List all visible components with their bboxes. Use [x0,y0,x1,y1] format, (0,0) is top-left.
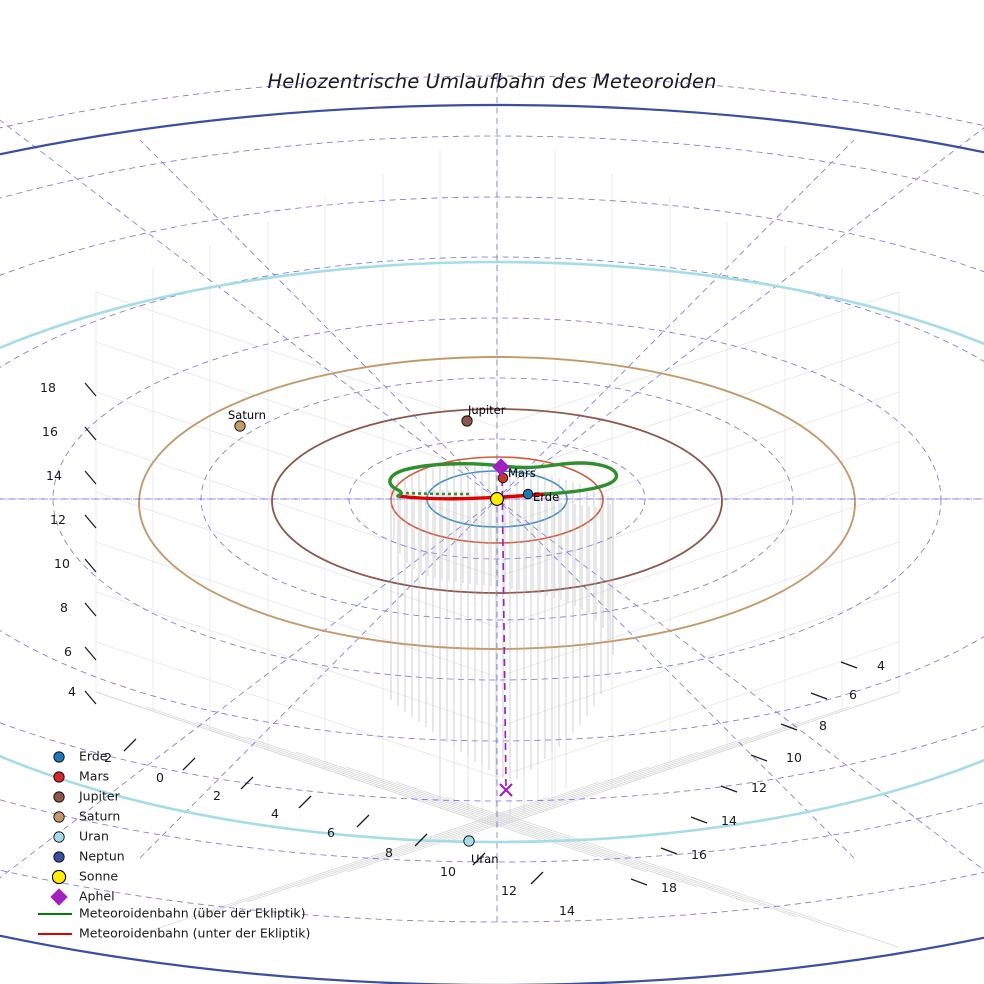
planet-markers [234,415,534,847]
marker-sonne [490,492,504,506]
legend-marker-jupiter-icon [53,791,65,803]
legend-item-sonne[interactable]: Sonne [51,869,118,885]
orbit-saturn [138,356,856,650]
marker-jupiter [461,415,473,427]
orbit-neptun [0,104,984,984]
label-uran: Uran [471,852,498,866]
label-jupiter: Jupiter [467,403,506,417]
tick-left-4: 4 [68,684,76,699]
legend-item-saturn[interactable]: Saturn [53,809,120,824]
label-erde: Erde [533,490,559,504]
tick-left-10: 10 [54,556,70,571]
marker-uran [463,835,475,847]
marker-aphel-projection [499,783,513,797]
tick-br-4: 4 [877,658,885,673]
legend-item-mars[interactable]: Mars [53,769,109,784]
axis-left-labels: 18 16 14 12 10 8 6 4 2 [40,380,112,765]
tick-bl-4: 4 [271,806,279,821]
page-title: Heliozentrische Umlaufbahn des Meteoroid… [267,70,717,93]
tick-left-6: 6 [64,644,72,659]
tick-bl-2: 2 [213,788,221,803]
legend-label-meteoroid-below: Meteoroidenbahn (unter der Ekliptik) [79,926,310,941]
marker-aphel [492,458,510,476]
tick-bl-6: 6 [327,825,335,840]
tick-br-8: 8 [819,718,827,733]
legend-item-meteoroid-below[interactable]: Meteoroidenbahn (unter der Ekliptik) [38,926,310,941]
legend-marker-sonne-icon [51,869,67,885]
legend-marker-mars-icon [53,771,65,783]
marker-saturn [234,420,246,432]
legend-marker-erde-icon [53,751,65,763]
meteoroid-orbit-node-dots [399,491,470,496]
axis-ticks [84,382,858,886]
axis-bottom-left-labels: 0 2 4 6 8 10 12 14 [156,770,575,918]
legend-item-jupiter[interactable]: Jupiter [53,789,121,804]
aphelion-projection [501,466,507,789]
legend-item-neptun[interactable]: Neptun [53,849,125,864]
tick-bl-8: 8 [385,845,393,860]
tick-bl-10: 10 [440,864,456,879]
tick-br-6: 6 [849,687,857,702]
orbit-jupiter [271,408,723,594]
tick-left-16: 16 [42,424,58,439]
tick-bl-14: 14 [559,903,575,918]
tick-br-10: 10 [786,750,802,765]
marker-mars [497,472,509,484]
tick-br-18: 18 [661,880,677,895]
axis-bottom-right-labels: 4 6 8 10 12 14 16 18 [661,658,885,895]
meteoroid-drop-lines [390,465,614,781]
marker-erde [522,488,534,500]
body-annotations: Saturn Jupiter Mars Erde Uran [228,403,559,866]
tick-br-12: 12 [751,780,767,795]
label-mars: Mars [508,466,536,480]
tick-bl-0: 0 [156,770,164,785]
tick-left-8: 8 [60,600,68,615]
legend-item-aphel[interactable]: Aphel [50,888,115,906]
legend-marker-neptun-icon [53,851,65,863]
legend-item-erde[interactable]: Erde [53,749,108,764]
axes-3d-panes [95,126,900,948]
tick-br-14: 14 [721,813,737,828]
legend-marker-aphel-icon [50,888,68,906]
legend-marker-saturn-icon [53,811,65,823]
tick-br-16: 16 [691,847,707,862]
legend-marker-uran-icon [53,831,65,843]
tick-left-14: 14 [46,468,62,483]
tick-left-12: 12 [50,512,66,527]
meteoroid-orbit-below [396,492,547,501]
tick-left-2: 2 [104,750,112,765]
tick-left-18: 18 [40,380,56,395]
legend-label-erde: Erde [79,749,108,764]
tick-bl-12: 12 [501,883,517,898]
legend-label-aphel: Aphel [79,889,115,904]
legend-label-neptun: Neptun [79,849,125,864]
legend-label-mars: Mars [79,769,109,784]
legend-label-sonne: Sonne [79,869,118,884]
legend-label-saturn: Saturn [79,809,120,824]
legend-label-meteoroid-above: Meteoroidenbahn (über der Ekliptik) [79,906,305,921]
legend-item-meteoroid-above[interactable]: Meteoroidenbahn (über der Ekliptik) [38,906,305,921]
meteoroid-drop-lines-extended [439,737,567,816]
orbit-uran [0,260,984,844]
legend-item-uran[interactable]: Uran [53,829,109,844]
legend-label-uran: Uran [79,829,109,844]
legend: Erde Mars Jupiter Saturn Uran [38,749,310,941]
planet-orbits [0,104,984,984]
label-saturn: Saturn [228,408,266,422]
legend-label-jupiter: Jupiter [78,789,121,804]
